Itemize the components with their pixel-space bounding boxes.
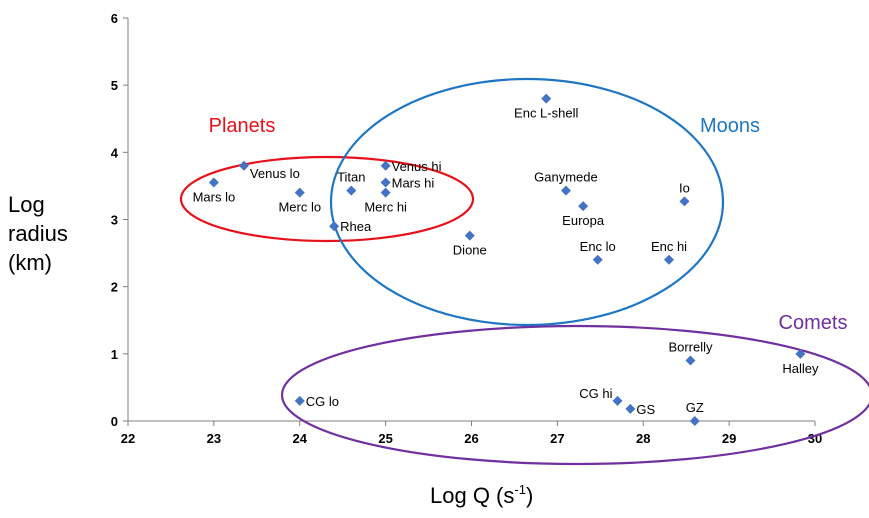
data-point-label: Venus lo — [250, 166, 300, 181]
data-point-marker — [612, 395, 623, 406]
data-point-marker — [578, 201, 589, 212]
group-ellipse-moons — [329, 77, 725, 327]
data-point-label: Mars hi — [392, 176, 435, 191]
data-point-label: Merc lo — [278, 200, 321, 215]
data-point-label: Rhea — [340, 219, 372, 234]
data-point-marker — [380, 160, 391, 171]
y-axis-title-line-1: Log — [8, 192, 45, 217]
y-tick-label: 4 — [111, 145, 119, 160]
data-point-label: Merc hi — [364, 200, 407, 215]
group-ellipses — [179, 77, 869, 466]
data-point-label: GZ — [686, 400, 704, 415]
x-tick-label: 29 — [722, 431, 736, 446]
x-tick-label: 22 — [121, 431, 135, 446]
data-point-marker — [664, 254, 675, 265]
data-point-marker — [625, 403, 636, 414]
group-label-planets: Planets — [209, 115, 276, 137]
group-label-moons: Moons — [700, 115, 760, 137]
data-point-marker — [560, 185, 571, 196]
y-ticks: 0 1 2 3 4 5 6 — [111, 11, 128, 429]
data-point-marker — [464, 230, 475, 241]
x-axis-title-sup: -1 — [514, 482, 526, 497]
data-point-label: Mars lo — [193, 190, 236, 205]
point-labels: Mars lo Venus lo Merc lo Rhea Titan Venus hi M… — [193, 106, 819, 417]
data-point-marker — [685, 355, 696, 366]
data-point-marker — [294, 395, 305, 406]
data-point-marker — [238, 160, 249, 171]
data-point-marker — [380, 177, 391, 188]
y-axis-title-line-3: (km) — [8, 250, 52, 275]
data-point-label: Borrelly — [668, 340, 713, 355]
data-point-marker — [541, 93, 552, 104]
y-axis-title-line-2: radius — [8, 221, 68, 246]
data-point-label: Enc L-shell — [514, 106, 578, 121]
y-tick-label: 5 — [111, 78, 118, 93]
data-point-label: CG hi — [579, 386, 612, 401]
data-point-label: Titan — [337, 170, 365, 185]
data-point-label: GS — [636, 402, 655, 417]
data-point-label: Europa — [562, 213, 605, 228]
data-point-label: Enc lo — [580, 239, 616, 254]
data-point-marker — [689, 416, 700, 426]
group-ellipse-planets — [179, 155, 475, 243]
data-point-marker — [679, 196, 690, 207]
data-point-label: CG lo — [306, 394, 339, 409]
data-point-label: Dione — [453, 243, 487, 258]
data-point-marker — [329, 221, 340, 232]
x-axis-title-end: ) — [525, 483, 534, 508]
x-tick-label: 27 — [550, 431, 564, 446]
data-point-marker — [795, 348, 806, 359]
y-axis-title: Log radius (km) — [8, 190, 78, 277]
x-tick-label: 25 — [378, 431, 392, 446]
data-point-label: Ganymede — [534, 170, 598, 185]
data-point-label: Enc hi — [651, 239, 687, 254]
data-point-marker — [294, 187, 305, 198]
x-tick-label: 23 — [207, 431, 221, 446]
data-point-marker — [208, 177, 219, 188]
data-point-marker — [346, 185, 357, 196]
y-tick-label: 3 — [111, 213, 118, 228]
data-point-marker — [592, 254, 603, 265]
y-tick-label: 1 — [111, 347, 118, 362]
x-tick-label: 24 — [293, 431, 308, 446]
x-ticks: 22 23 24 25 26 27 28 29 30 — [121, 421, 822, 446]
x-tick-label: 26 — [464, 431, 478, 446]
group-label-comets: Comets — [779, 312, 848, 334]
y-tick-label: 0 — [111, 414, 118, 429]
data-point-label: Io — [679, 180, 690, 195]
y-tick-label: 2 — [111, 280, 118, 295]
x-axis-title-main: Log Q (s — [430, 483, 515, 508]
group-ellipse-comets — [280, 324, 869, 466]
x-tick-label: 28 — [636, 431, 650, 446]
data-point-label: Venus hi — [392, 159, 442, 174]
x-axis-title: Log Q (s-1) — [430, 482, 533, 509]
y-tick-label: 6 — [111, 11, 118, 26]
data-point-label: Halley — [782, 361, 819, 376]
data-points — [208, 93, 806, 426]
group-labels: Planets Moons Comets — [209, 115, 848, 334]
data-point-marker — [380, 187, 391, 198]
